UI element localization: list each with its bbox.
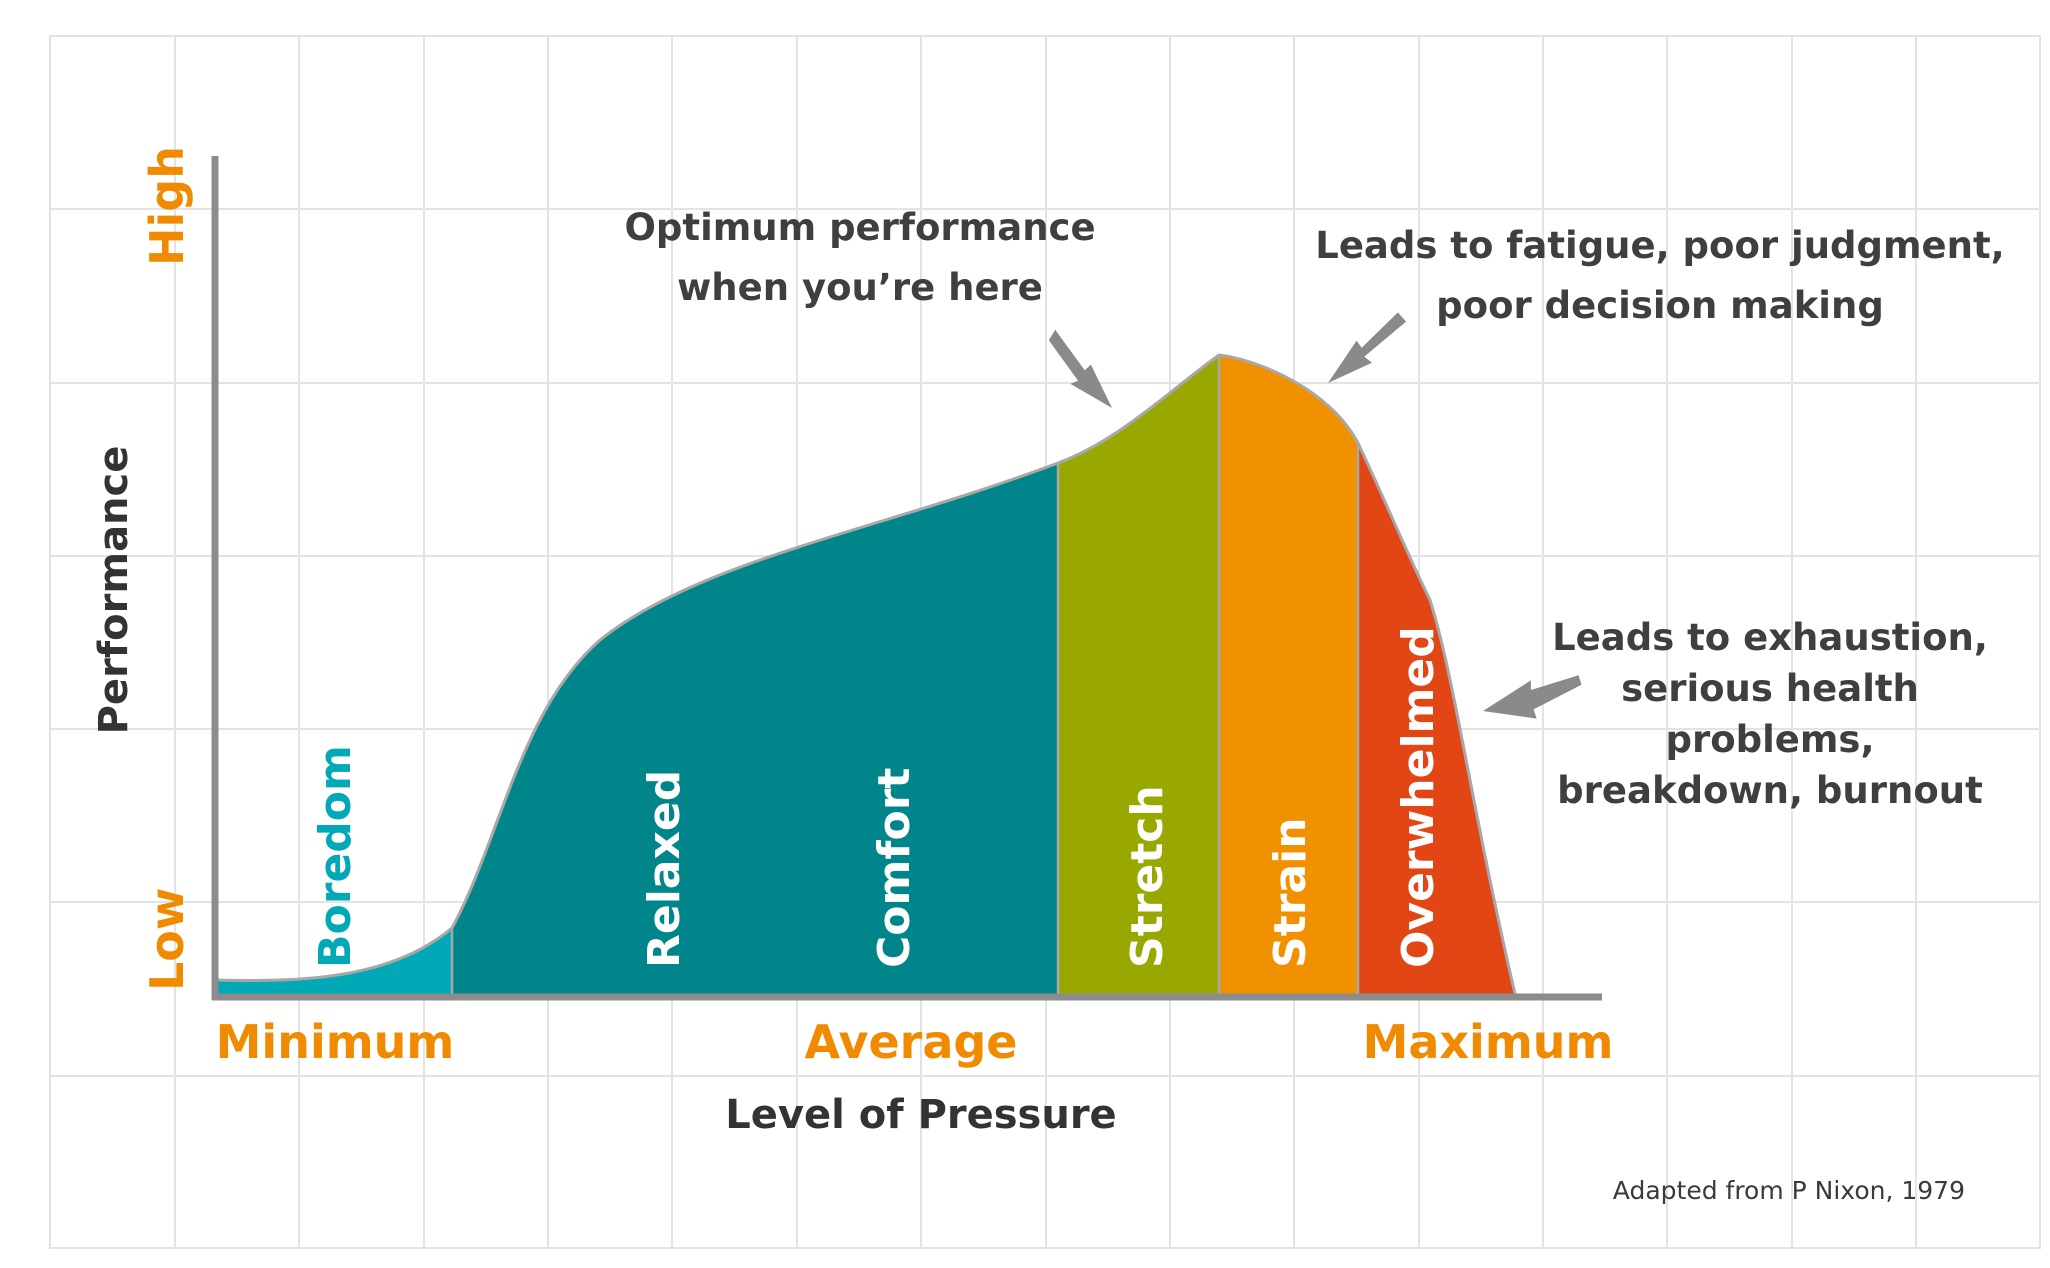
zone-label-relaxed: Relaxed bbox=[639, 770, 690, 968]
annotation-optimum: Optimum performance when you’re here bbox=[624, 206, 1095, 309]
x-axis-title: Level of Pressure bbox=[725, 1092, 1116, 1138]
x-axis-maximum-label: Maximum bbox=[1363, 1015, 1614, 1069]
zone-label-overwhelmed: Overwhelmed bbox=[1393, 626, 1444, 968]
zone-strain-area bbox=[1219, 355, 1358, 994]
zone-boredom-area bbox=[215, 928, 452, 994]
annotation-exhaustion-line: breakdown, burnout bbox=[1557, 769, 1983, 812]
annotation-exhaustion-line: serious health bbox=[1621, 667, 1919, 710]
zone-stretch-area bbox=[1058, 355, 1219, 994]
annotation-exhaustion: Leads to exhaustion, serious health prob… bbox=[1552, 616, 1988, 812]
zone-label-boredom: Boredom bbox=[310, 745, 361, 968]
background-grid bbox=[49, 35, 2041, 1249]
zone-label-comfort: Comfort bbox=[869, 768, 920, 968]
y-axis-low-label: Low bbox=[140, 888, 194, 991]
curve-outline bbox=[214, 353, 1517, 995]
arrow-icon-exhaustion bbox=[1483, 675, 1582, 719]
annotation-fatigue-line: poor decision making bbox=[1436, 284, 1884, 327]
annotation-fatigue-line: Leads to fatigue, poor judgment, bbox=[1315, 224, 2005, 267]
annotation-optimum-line: when you’re here bbox=[677, 266, 1043, 309]
x-axis-average-label: Average bbox=[805, 1015, 1018, 1069]
y-axis-high-label: High bbox=[140, 146, 194, 266]
zone-label-stretch: Stretch bbox=[1122, 785, 1173, 968]
performance-curve bbox=[214, 353, 1517, 995]
annotation-exhaustion-line: Leads to exhaustion, bbox=[1552, 616, 1988, 659]
y-axis-title: Performance bbox=[91, 446, 137, 735]
arrow-icon-optimum bbox=[1048, 329, 1112, 408]
zone-overwhelmed-area bbox=[1358, 443, 1515, 994]
annotation-fatigue: Leads to fatigue, poor judgment, poor de… bbox=[1315, 224, 2005, 327]
x-axis-minimum-label: Minimum bbox=[216, 1015, 455, 1069]
zone-relaxed-comfort-area bbox=[452, 463, 1058, 994]
arrow-icon-fatigue bbox=[1328, 312, 1407, 383]
annotation-exhaustion-line: problems, bbox=[1665, 718, 1874, 761]
annotation-optimum-line: Optimum performance bbox=[624, 206, 1095, 249]
zone-label-strain: Strain bbox=[1265, 817, 1316, 968]
source-credit: Adapted from P Nixon, 1979 bbox=[1613, 1176, 1965, 1205]
